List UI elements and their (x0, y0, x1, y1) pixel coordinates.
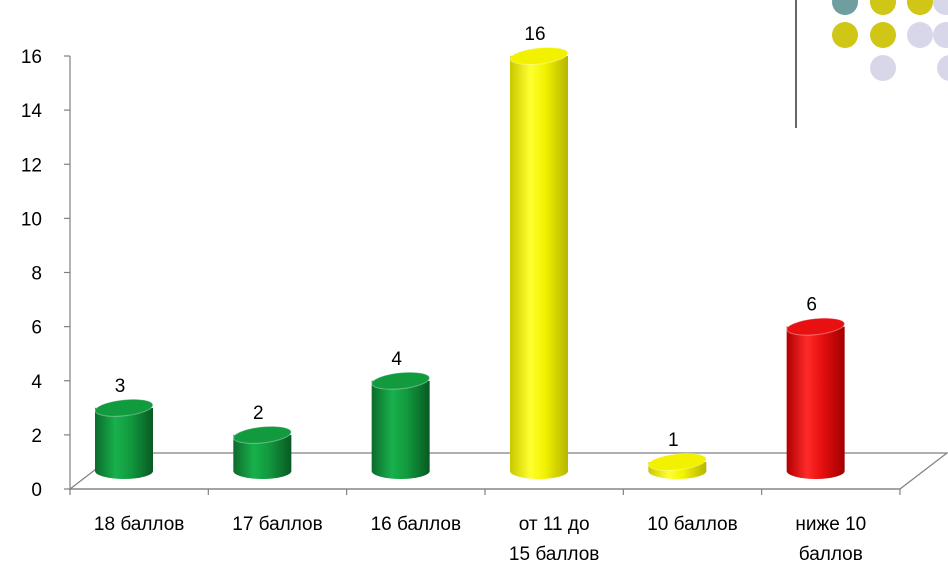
y-tick-label: 4 (31, 372, 42, 393)
decor-dot-olive (832, 22, 858, 48)
decor-dot-olive (870, 0, 896, 15)
decor-dot-lavender (907, 22, 933, 48)
bar-body (786, 326, 845, 479)
category-labels: 18 баллов 17 баллов 16 баллов от 11 до 15 ба… (94, 514, 866, 564)
bar-top (647, 452, 707, 471)
data-label: 6 (806, 295, 817, 316)
y-tick-label: 0 (31, 480, 42, 501)
bar-body (509, 56, 568, 479)
bar (786, 317, 846, 479)
category-label: ниже 10 (795, 514, 866, 535)
decor-dot-olive (870, 22, 896, 48)
bar (94, 398, 154, 479)
data-label: 4 (391, 349, 402, 370)
category-label: 18 баллов (94, 514, 184, 535)
category-label: 17 баллов (232, 514, 322, 535)
bar-top (786, 317, 846, 336)
y-tick-label: 2 (31, 426, 42, 447)
category-label: баллов (799, 544, 863, 564)
y-tick-label: 6 (31, 318, 42, 339)
corner-decoration (795, 0, 948, 128)
data-label: 1 (668, 430, 679, 451)
bar (509, 46, 569, 479)
bar-top (509, 46, 569, 66)
decor-dot-lavender (933, 0, 948, 15)
bar-body (371, 380, 430, 479)
y-axis-ticks: 0 2 4 6 8 10 12 14 16 (21, 47, 70, 501)
x-axis-ticks (69, 489, 901, 495)
bar-body (95, 407, 153, 479)
y-tick-label: 12 (21, 155, 42, 176)
decor-dot-teal (832, 0, 858, 15)
y-tick-label: 8 (31, 264, 42, 285)
category-label: 16 баллов (371, 514, 461, 535)
bar (232, 425, 292, 479)
decor-dot-lavender (933, 22, 948, 48)
y-tick-label: 16 (21, 47, 42, 68)
category-label: 10 баллов (647, 514, 737, 535)
data-label: 3 (115, 376, 126, 397)
bars (94, 46, 846, 479)
y-tick-label: 10 (21, 209, 42, 230)
bar-top (94, 398, 154, 417)
bar-top (232, 425, 292, 444)
decor-dot-lavender (937, 55, 948, 81)
bar (647, 452, 707, 479)
bar-body (233, 434, 292, 479)
y-tick-label: 14 (21, 101, 43, 122)
bar-top (371, 371, 431, 390)
data-label: 16 (524, 24, 545, 45)
category-label: 15 баллов (509, 544, 599, 564)
category-label: от 11 до (519, 514, 590, 535)
data-label: 2 (253, 403, 264, 424)
decor-dot-olive (907, 0, 933, 15)
bar (371, 371, 431, 479)
decor-dot-lavender (870, 55, 896, 81)
